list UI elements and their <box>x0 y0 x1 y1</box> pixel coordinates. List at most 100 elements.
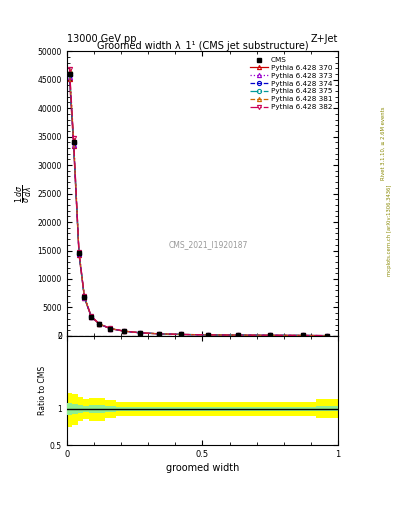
Pythia 6.428 373 <box>89 314 94 320</box>
Line: Pythia 6.428 370: Pythia 6.428 370 <box>68 77 329 338</box>
Pythia 6.428 382 <box>77 249 81 255</box>
Pythia 6.428 382 <box>268 332 273 338</box>
Pythia 6.428 381 <box>82 294 87 300</box>
Pythia 6.428 370 <box>89 314 94 320</box>
Pythia 6.428 375 <box>77 250 81 256</box>
Pythia 6.428 381 <box>89 313 94 319</box>
Pythia 6.428 382 <box>121 328 126 334</box>
Pythia 6.428 375 <box>300 332 305 338</box>
Pythia 6.428 381 <box>325 332 329 338</box>
Pythia 6.428 382 <box>67 66 72 72</box>
CMS <box>71 139 76 145</box>
Pythia 6.428 381 <box>67 68 72 74</box>
Line: Pythia 6.428 373: Pythia 6.428 373 <box>68 75 329 338</box>
Pythia 6.428 374 <box>235 332 240 338</box>
Pythia 6.428 373 <box>157 331 162 337</box>
Pythia 6.428 370 <box>325 333 329 339</box>
Pythia 6.428 381 <box>157 331 162 337</box>
Pythia 6.428 370 <box>268 332 273 338</box>
Y-axis label: $\frac{1}{\sigma}\frac{d\sigma}{d\lambda}$: $\frac{1}{\sigma}\frac{d\sigma}{d\lambda… <box>13 184 35 203</box>
Pythia 6.428 373 <box>235 332 240 338</box>
Pythia 6.428 381 <box>300 332 305 338</box>
Pythia 6.428 373 <box>108 326 112 332</box>
Pythia 6.428 374 <box>121 328 126 334</box>
Pythia 6.428 370 <box>138 330 142 336</box>
Pythia 6.428 374 <box>108 326 112 332</box>
Pythia 6.428 370 <box>71 143 76 150</box>
Pythia 6.428 382 <box>178 331 183 337</box>
Text: CMS_2021_I1920187: CMS_2021_I1920187 <box>168 240 248 249</box>
CMS <box>268 332 273 338</box>
CMS <box>82 294 87 300</box>
Pythia 6.428 381 <box>97 321 102 327</box>
Pythia 6.428 382 <box>300 332 305 338</box>
Pythia 6.428 381 <box>206 332 210 338</box>
Pythia 6.428 373 <box>300 332 305 338</box>
Pythia 6.428 370 <box>82 295 87 301</box>
Pythia 6.428 375 <box>157 331 162 337</box>
Pythia 6.428 381 <box>235 332 240 338</box>
Pythia 6.428 382 <box>235 332 240 338</box>
Line: Pythia 6.428 375: Pythia 6.428 375 <box>68 71 329 338</box>
CMS <box>206 332 210 338</box>
CMS <box>157 331 162 337</box>
Pythia 6.428 381 <box>77 249 81 255</box>
CMS <box>300 332 305 338</box>
Pythia 6.428 373 <box>121 328 126 334</box>
Pythia 6.428 374 <box>268 332 273 338</box>
Y-axis label: Ratio to CMS: Ratio to CMS <box>38 366 47 415</box>
Pythia 6.428 382 <box>138 330 142 336</box>
CMS <box>121 328 126 334</box>
Pythia 6.428 370 <box>178 331 183 337</box>
CMS <box>235 332 240 338</box>
Pythia 6.428 370 <box>108 326 112 332</box>
Pythia 6.428 373 <box>325 333 329 339</box>
Pythia 6.428 373 <box>178 331 183 337</box>
Pythia 6.428 375 <box>82 294 87 300</box>
Pythia 6.428 375 <box>325 332 329 338</box>
Pythia 6.428 382 <box>97 321 102 327</box>
Pythia 6.428 375 <box>97 321 102 327</box>
Pythia 6.428 375 <box>67 70 72 76</box>
Line: Pythia 6.428 382: Pythia 6.428 382 <box>68 67 329 338</box>
X-axis label: groomed width: groomed width <box>166 463 239 474</box>
Pythia 6.428 375 <box>268 332 273 338</box>
Pythia 6.428 382 <box>89 313 94 319</box>
Pythia 6.428 373 <box>206 332 210 338</box>
Pythia 6.428 382 <box>71 135 76 141</box>
Pythia 6.428 381 <box>178 331 183 337</box>
Pythia 6.428 375 <box>235 332 240 338</box>
Pythia 6.428 373 <box>268 332 273 338</box>
Pythia 6.428 374 <box>82 294 87 301</box>
Pythia 6.428 375 <box>121 328 126 334</box>
Pythia 6.428 374 <box>77 250 81 257</box>
Pythia 6.428 374 <box>67 72 72 78</box>
Pythia 6.428 370 <box>206 332 210 338</box>
Legend: CMS, Pythia 6.428 370, Pythia 6.428 373, Pythia 6.428 374, Pythia 6.428 375, Pyt: CMS, Pythia 6.428 370, Pythia 6.428 373,… <box>248 55 334 112</box>
Pythia 6.428 373 <box>67 74 72 80</box>
Text: 13000 GeV pp: 13000 GeV pp <box>67 33 136 44</box>
Text: Rivet 3.1.10, ≥ 2.6M events: Rivet 3.1.10, ≥ 2.6M events <box>381 106 386 180</box>
Pythia 6.428 375 <box>138 330 142 336</box>
Pythia 6.428 382 <box>82 293 87 300</box>
Pythia 6.428 381 <box>121 328 126 334</box>
Pythia 6.428 375 <box>206 332 210 338</box>
Pythia 6.428 381 <box>138 330 142 336</box>
Pythia 6.428 370 <box>121 328 126 334</box>
Pythia 6.428 374 <box>157 331 162 337</box>
CMS <box>108 326 112 332</box>
Pythia 6.428 370 <box>67 76 72 82</box>
CMS <box>67 71 72 77</box>
Pythia 6.428 375 <box>178 331 183 337</box>
Pythia 6.428 373 <box>82 294 87 301</box>
Pythia 6.428 374 <box>97 321 102 327</box>
Pythia 6.428 375 <box>89 313 94 319</box>
Pythia 6.428 374 <box>178 331 183 337</box>
Pythia 6.428 382 <box>206 332 210 338</box>
Line: CMS: CMS <box>67 72 330 338</box>
Pythia 6.428 373 <box>97 321 102 327</box>
CMS <box>325 332 329 338</box>
Pythia 6.428 373 <box>71 141 76 147</box>
Pythia 6.428 374 <box>206 332 210 338</box>
Pythia 6.428 370 <box>77 252 81 258</box>
